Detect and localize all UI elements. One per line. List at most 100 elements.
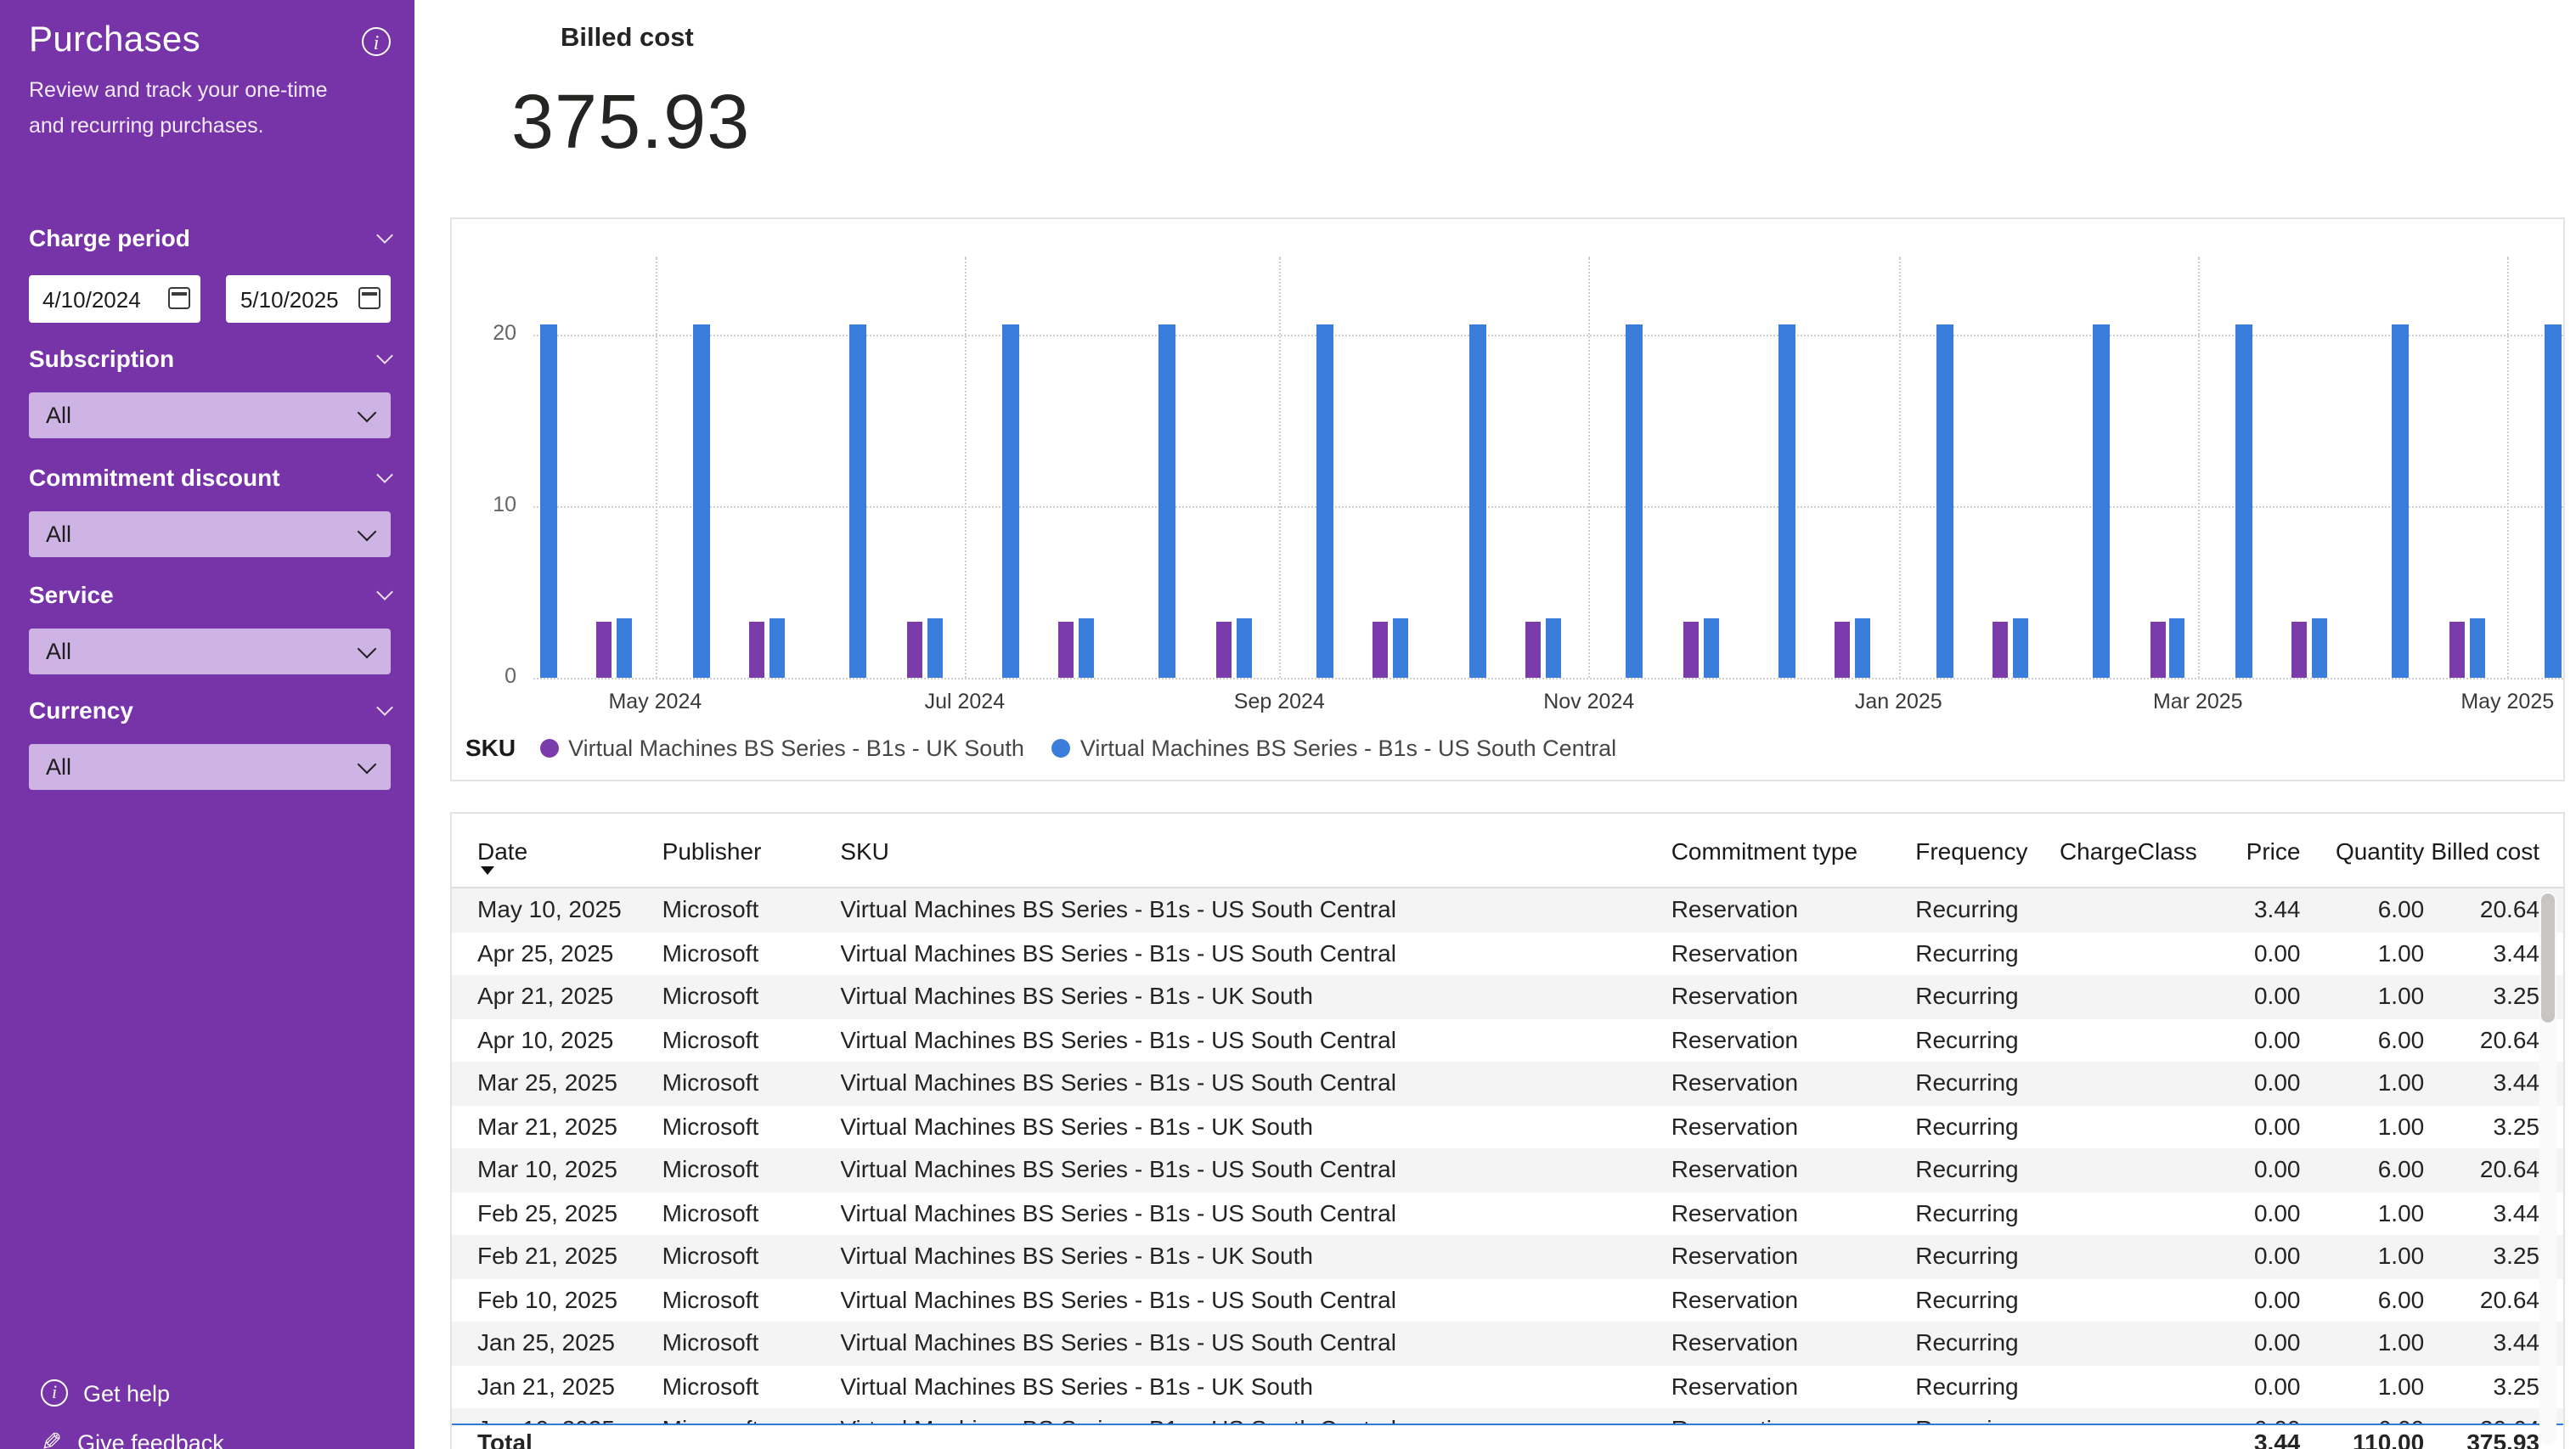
table-row[interactable]: Mar 21, 2025 Microsoft Virtual Machines BS… [452,1105,2563,1148]
chart-bar[interactable] [1545,618,1561,678]
column-header-commitment-type[interactable]: Commitment type [1671,814,1916,887]
chart-bar[interactable] [849,324,867,678]
cell-date: Apr 25, 2025 [477,939,614,966]
currency-dropdown[interactable]: All [29,744,391,790]
calendar-icon[interactable] [358,287,380,309]
chart-legend-item[interactable]: Virtual Machines BS Series - B1s - US So… [1051,735,1616,760]
column-header-date[interactable]: Date [452,814,662,887]
chart-bar[interactable] [2449,622,2465,678]
table-row[interactable]: May 10, 2025 Microsoft Virtual Machines BS… [452,888,2563,932]
cell-billed-cost: 3.44 [2493,1328,2540,1356]
chart-bar[interactable] [1468,324,1486,678]
get-help-link[interactable]: i Get help [41,1379,391,1407]
table-row[interactable]: Feb 25, 2025 Microsoft Virtual Machines BS… [452,1192,2563,1235]
chart-bar[interactable] [906,622,922,678]
chart-plot[interactable] [533,257,2563,679]
chart-bar[interactable] [2545,324,2562,678]
chart-bar[interactable] [1992,622,2008,678]
table-row[interactable]: Apr 21, 2025 Microsoft Virtual Machines BS… [452,975,2563,1018]
chart-bar[interactable] [748,622,764,678]
column-header-sku[interactable]: SKU [840,814,1671,887]
chart-bar[interactable] [1373,622,1389,678]
filter-service-header[interactable]: Service [29,581,393,608]
chart-bar[interactable] [769,618,785,678]
table-row[interactable]: Mar 25, 2025 Microsoft Virtual Machines BS… [452,1062,2563,1105]
chart-bar[interactable] [1158,324,1176,678]
chart-bar[interactable] [2150,622,2165,678]
chart-bar[interactable] [1855,618,1871,678]
cell-chargeclass [2060,1105,2224,1148]
give-feedback-link[interactable]: ✎ Give feedback [41,1429,391,1449]
column-header-publisher[interactable]: Publisher [662,814,841,887]
table-row[interactable]: Feb 21, 2025 Microsoft Virtual Machines BS… [452,1235,2563,1278]
date-to-box[interactable] [226,275,391,323]
cell-sku: Virtual Machines BS Series - B1s - US So… [840,939,1396,966]
info-icon[interactable]: i [362,27,391,56]
chart-legend-item[interactable]: Virtual Machines BS Series - B1s - UK So… [539,735,1024,760]
date-from-input[interactable] [29,275,201,323]
chart-bar[interactable] [1626,324,1643,678]
chart-bar[interactable] [2291,622,2308,678]
column-header-frequency[interactable]: Frequency [1915,814,2060,887]
chart-bar[interactable] [2169,618,2185,678]
chart-bar[interactable] [596,622,612,678]
purchases-table: Date Publisher SKU Commitment type Frequency… [450,812,2565,1449]
column-header-quantity[interactable]: Quantity [2300,814,2424,887]
table-row[interactable]: Mar 10, 2025 Microsoft Virtual Machines BS… [452,1148,2563,1192]
filter-subscription-header[interactable]: Subscription [29,345,393,372]
table-row[interactable]: Apr 25, 2025 Microsoft Virtual Machines BS… [452,932,2563,975]
chart-bar[interactable] [1936,324,1953,678]
chart-bar[interactable] [1778,324,1795,678]
chart-bar[interactable] [1316,324,1334,678]
total-billed-cost: 375.93 [2466,1430,2539,1449]
chart-bar[interactable] [1215,622,1232,678]
chart-bar[interactable] [539,324,557,678]
commitment-discount-dropdown[interactable]: All [29,511,391,557]
chevron-down-icon [357,521,377,541]
chart-bar[interactable] [1079,618,1095,678]
chart-bar[interactable] [1236,618,1252,678]
page-subtitle: Review and track your one-time and recur… [29,78,328,138]
chart-bar[interactable] [617,618,633,678]
chart-bar[interactable] [1058,622,1074,678]
chart-bar[interactable] [1525,622,1542,678]
chart-bar[interactable] [2093,324,2111,678]
chart-bar[interactable] [1393,618,1409,678]
date-from-box[interactable] [29,275,201,323]
filter-currency-header[interactable]: Currency [29,696,393,724]
column-header-price[interactable]: Price [2224,814,2301,887]
table-row[interactable]: Jan 25, 2025 Microsoft Virtual Machines BS… [452,1322,2563,1365]
date-to-input[interactable] [226,275,391,323]
table-scrollbar[interactable] [2539,892,2556,1444]
chart-bar[interactable] [692,324,710,678]
table-row[interactable]: Jan 21, 2025 Microsoft Virtual Machines BS… [452,1365,2563,1408]
column-header-label: Publisher [662,837,762,865]
table-row[interactable]: Feb 10, 2025 Microsoft Virtual Machines BS… [452,1278,2563,1322]
chart-bar[interactable] [2312,618,2328,678]
chart-bar[interactable] [2392,324,2410,678]
scrollbar-thumb[interactable] [2541,894,2555,1023]
chart-bar[interactable] [1001,324,1019,678]
cell-price: 0.00 [2224,1408,2301,1424]
chart-bar[interactable] [2235,324,2252,678]
cell-publisher: Microsoft [662,1372,759,1399]
column-header-chargeclass[interactable]: ChargeClass [2060,814,2224,887]
column-header-billed-cost[interactable]: Billed cost [2424,814,2563,887]
chart-bar[interactable] [1703,618,1719,678]
chart-y-tick-label: 0 [504,664,516,688]
chart-bar[interactable] [1683,622,1699,678]
cell-price: 0.00 [2253,1068,2301,1096]
chart-bar[interactable] [1835,622,1851,678]
filter-commitment-discount-header[interactable]: Commitment discount [29,464,393,491]
filter-charge-period-header[interactable]: Charge period [29,224,393,251]
chart-x-tick-label: Sep 2024 [1233,690,1325,713]
chart-bar[interactable] [927,618,942,678]
table-row[interactable]: Apr 10, 2025 Microsoft Virtual Machines BS… [452,1018,2563,1062]
subscription-dropdown[interactable]: All [29,392,391,438]
chart-bar[interactable] [2469,618,2485,678]
calendar-icon[interactable] [168,287,191,309]
chart-bar[interactable] [2012,618,2028,678]
service-dropdown[interactable]: All [29,629,391,674]
